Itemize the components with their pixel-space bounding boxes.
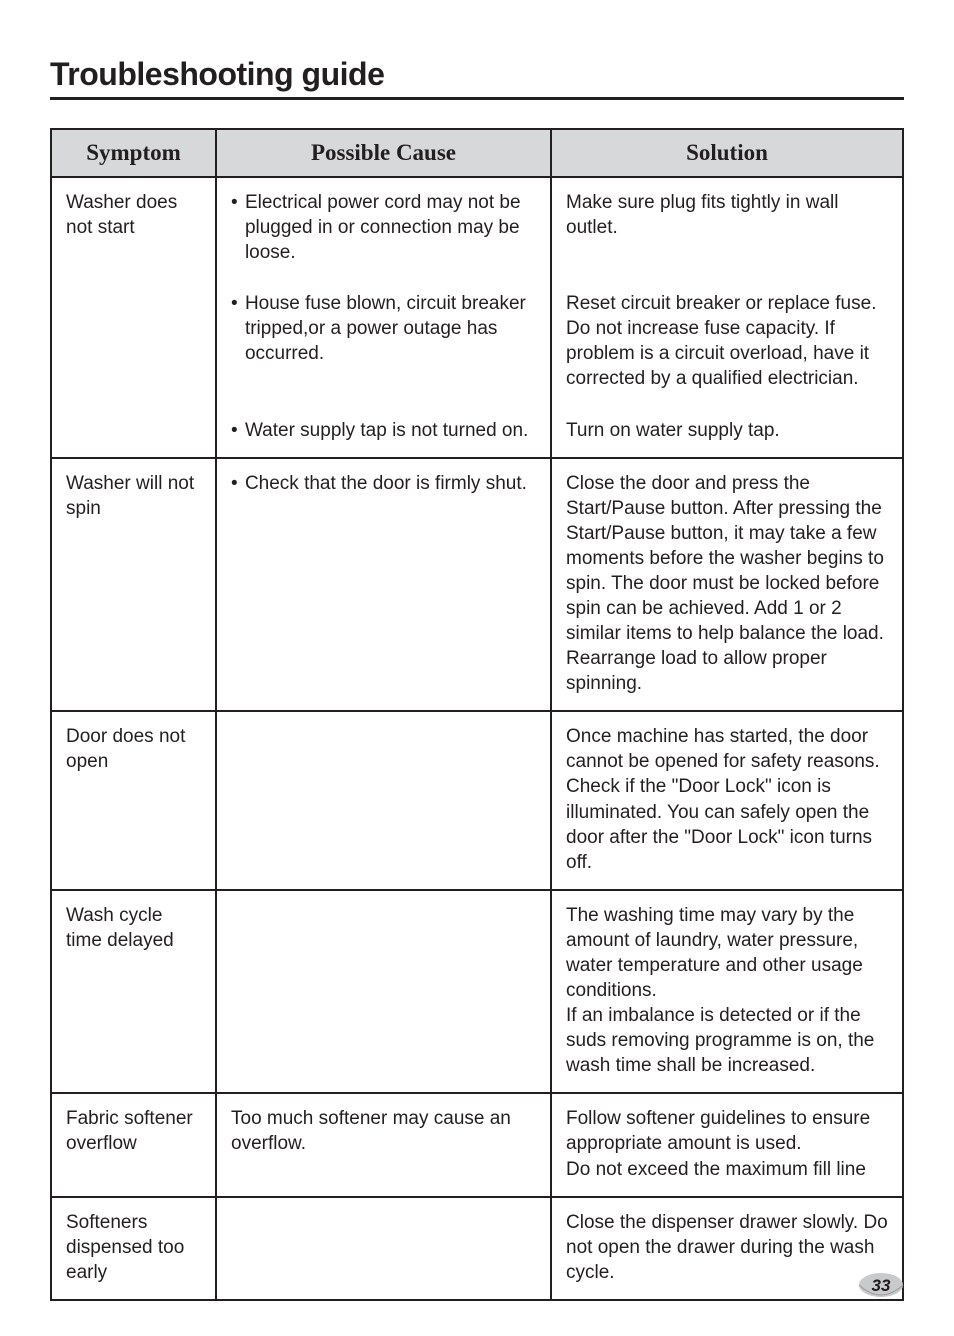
header-solution: Solution	[551, 129, 903, 177]
cell-symptom: Washer will not spin	[51, 458, 216, 712]
page-number: 33	[858, 1276, 904, 1296]
cell-cause-text: Electrical power cord may not be plugged…	[243, 190, 536, 265]
title-bar: Troubleshooting guide	[50, 56, 904, 100]
header-symptom: Symptom	[51, 129, 216, 177]
bullet-icon: •	[231, 190, 243, 265]
cell-cause-text: Check that the door is firmly shut.	[243, 471, 536, 496]
troubleshooting-table: Symptom Possible Cause Solution Washer d…	[50, 128, 904, 1301]
cell-cause: • Water supply tap is not turned on.	[216, 406, 551, 458]
cell-solution: The washing time may vary by the amount …	[551, 890, 903, 1094]
cell-symptom: Washer does not start	[51, 177, 216, 458]
cell-solution: Close the door and press the Start/Pause…	[551, 458, 903, 712]
cell-solution: Close the dispenser drawer slowly. Do no…	[551, 1197, 903, 1300]
cell-solution: Reset circuit breaker or replace fuse. D…	[551, 279, 903, 405]
cell-solution: Once machine has started, the door canno…	[551, 711, 903, 889]
cell-solution: Follow softener guidelines to ensure app…	[551, 1093, 903, 1196]
table-row: Door does not open Once machine has star…	[51, 711, 903, 889]
cell-symptom: Softeners dispensed too early	[51, 1197, 216, 1300]
cell-cause-text: House fuse blown, circuit breaker trippe…	[243, 291, 536, 366]
table-row: Washer does not start • Electrical power…	[51, 177, 903, 279]
table-row: Fabric softener overflow Too much soften…	[51, 1093, 903, 1196]
cell-cause: • House fuse blown, circuit breaker trip…	[216, 279, 551, 405]
bullet-icon: •	[231, 418, 243, 443]
page-number-badge: 33	[858, 1272, 904, 1302]
cell-symptom: Wash cycle time delayed	[51, 890, 216, 1094]
header-possible-cause: Possible Cause	[216, 129, 551, 177]
cell-cause-text: Water supply tap is not turned on.	[243, 418, 536, 443]
page-title: Troubleshooting guide	[50, 56, 904, 93]
bullet-icon: •	[231, 291, 243, 366]
table-row: Washer will not spin • Check that the do…	[51, 458, 903, 712]
cell-cause: • Check that the door is firmly shut.	[216, 458, 551, 712]
cell-cause	[216, 890, 551, 1094]
table-row: Softeners dispensed too early Close the …	[51, 1197, 903, 1300]
cell-solution: Make sure plug fits tightly in wall outl…	[551, 177, 903, 279]
table-row: Wash cycle time delayed The washing time…	[51, 890, 903, 1094]
cell-solution: Turn on water supply tap.	[551, 406, 903, 458]
cell-cause: • Electrical power cord may not be plugg…	[216, 177, 551, 279]
cell-symptom: Door does not open	[51, 711, 216, 889]
cell-cause	[216, 711, 551, 889]
bullet-icon: •	[231, 471, 243, 496]
cell-cause	[216, 1197, 551, 1300]
cell-cause: Too much softener may cause an overflow.	[216, 1093, 551, 1196]
table-header-row: Symptom Possible Cause Solution	[51, 129, 903, 177]
cell-symptom: Fabric softener overflow	[51, 1093, 216, 1196]
